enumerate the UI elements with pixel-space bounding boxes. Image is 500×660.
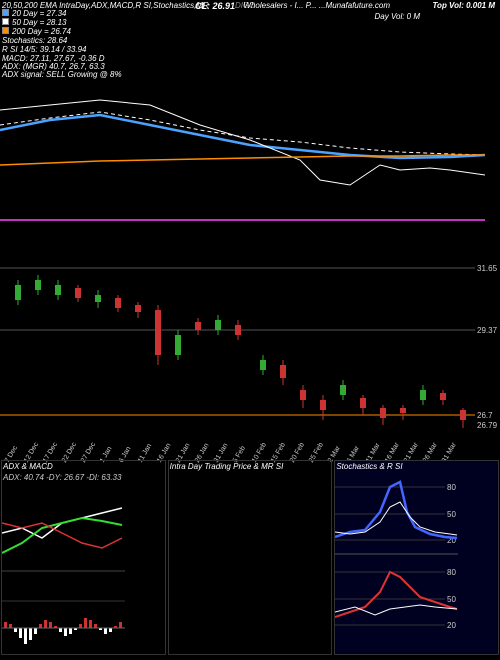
header-top-vol: Top Vol: 0.001 M (432, 1, 495, 10)
panel1-title: ADX & MACD (2, 461, 165, 472)
intraday-panel: Intra Day Trading Price & MR SI (168, 460, 333, 655)
chart-header: 20,50,200 EMA IntraDay,ADX,MACD,R SI,Sto… (0, 0, 500, 70)
ema-chart (0, 70, 500, 250)
date-axis: 7 Dec12 Dec17 Dec22 Dec27 Dec1 Jan6 Jan1… (0, 445, 470, 460)
legend-50: 50 Day = 28.13 (12, 18, 66, 27)
legend-20: 20 Day = 27.34 (12, 9, 66, 18)
svg-text:80: 80 (447, 483, 456, 492)
panel3-title: Stochastics & R SI (335, 461, 498, 472)
legend-box-20 (2, 9, 9, 16)
panel1-subtitle: ADX: 40.74 -DY: 26.67 -DI: 63.33 (2, 472, 165, 483)
svg-text:31.65: 31.65 (477, 264, 498, 273)
header-close: CL: 26.91 (195, 1, 235, 11)
header-day-vol: Day Vol: 0 M (375, 12, 421, 21)
candlestick-chart: 31.65 29.37 26.726.79 (0, 260, 500, 450)
header-credit: Wholesalers - I... P... ...Munafafuture.… (243, 1, 390, 10)
panel2-title: Intra Day Trading Price & MR SI (169, 461, 332, 472)
legend-200: 200 Day = 26.74 (12, 27, 71, 36)
adx-macd-panel: ADX & MACD ADX: 40.74 -DY: 26.67 -DI: 63… (1, 460, 166, 655)
svg-text:26.7: 26.7 (477, 411, 493, 420)
stoch-rsi-panel: Stochastics & R SI 805020805020 (334, 460, 499, 655)
legend-box-50 (2, 18, 9, 25)
svg-text:20: 20 (447, 621, 456, 630)
stoch: Stochastics: 28.64 (2, 36, 67, 45)
svg-text:29.37: 29.37 (477, 326, 498, 335)
bottom-panels: ADX & MACD ADX: 40.74 -DY: 26.67 -DI: 63… (0, 460, 500, 655)
svg-text:26.79: 26.79 (477, 421, 498, 430)
rsi: R SI 14/5: 39.14 / 33.94 (2, 45, 87, 54)
svg-text:50: 50 (447, 510, 456, 519)
svg-text:50: 50 (447, 595, 456, 604)
legend-box-200 (2, 27, 9, 34)
svg-text:80: 80 (447, 568, 456, 577)
